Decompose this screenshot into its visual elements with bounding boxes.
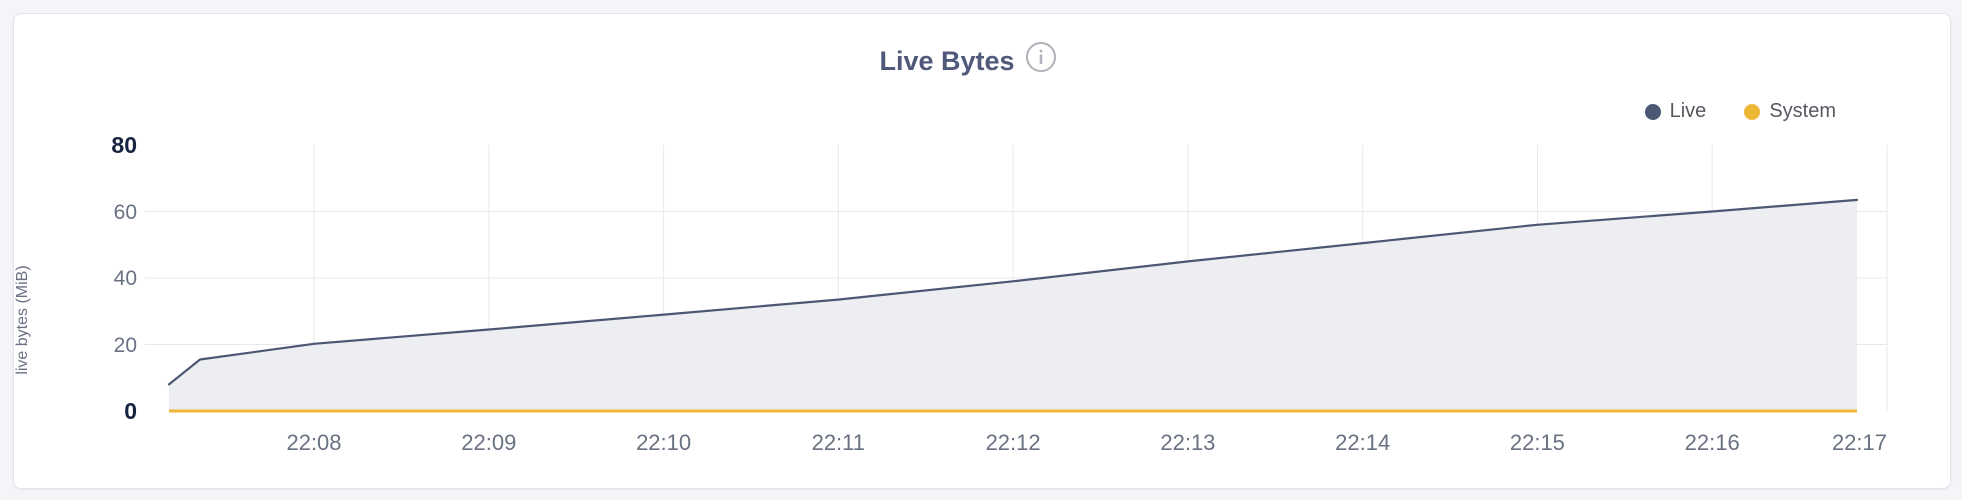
svg-text:22:11: 22:11: [812, 430, 865, 455]
svg-text:22:13: 22:13: [1160, 430, 1215, 455]
svg-text:60: 60: [114, 201, 137, 224]
svg-text:20: 20: [114, 334, 137, 357]
svg-text:22:12: 22:12: [986, 430, 1041, 455]
svg-text:22:10: 22:10: [636, 430, 691, 455]
svg-text:22:15: 22:15: [1510, 430, 1565, 455]
svg-text:22:17: 22:17: [1832, 430, 1887, 455]
svg-text:40: 40: [114, 267, 137, 290]
svg-text:80: 80: [111, 132, 137, 158]
svg-text:22:14: 22:14: [1335, 430, 1390, 455]
svg-text:0: 0: [124, 398, 137, 424]
svg-text:22:16: 22:16: [1685, 430, 1740, 455]
svg-text:22:08: 22:08: [286, 430, 341, 455]
svg-text:22:09: 22:09: [461, 430, 516, 455]
